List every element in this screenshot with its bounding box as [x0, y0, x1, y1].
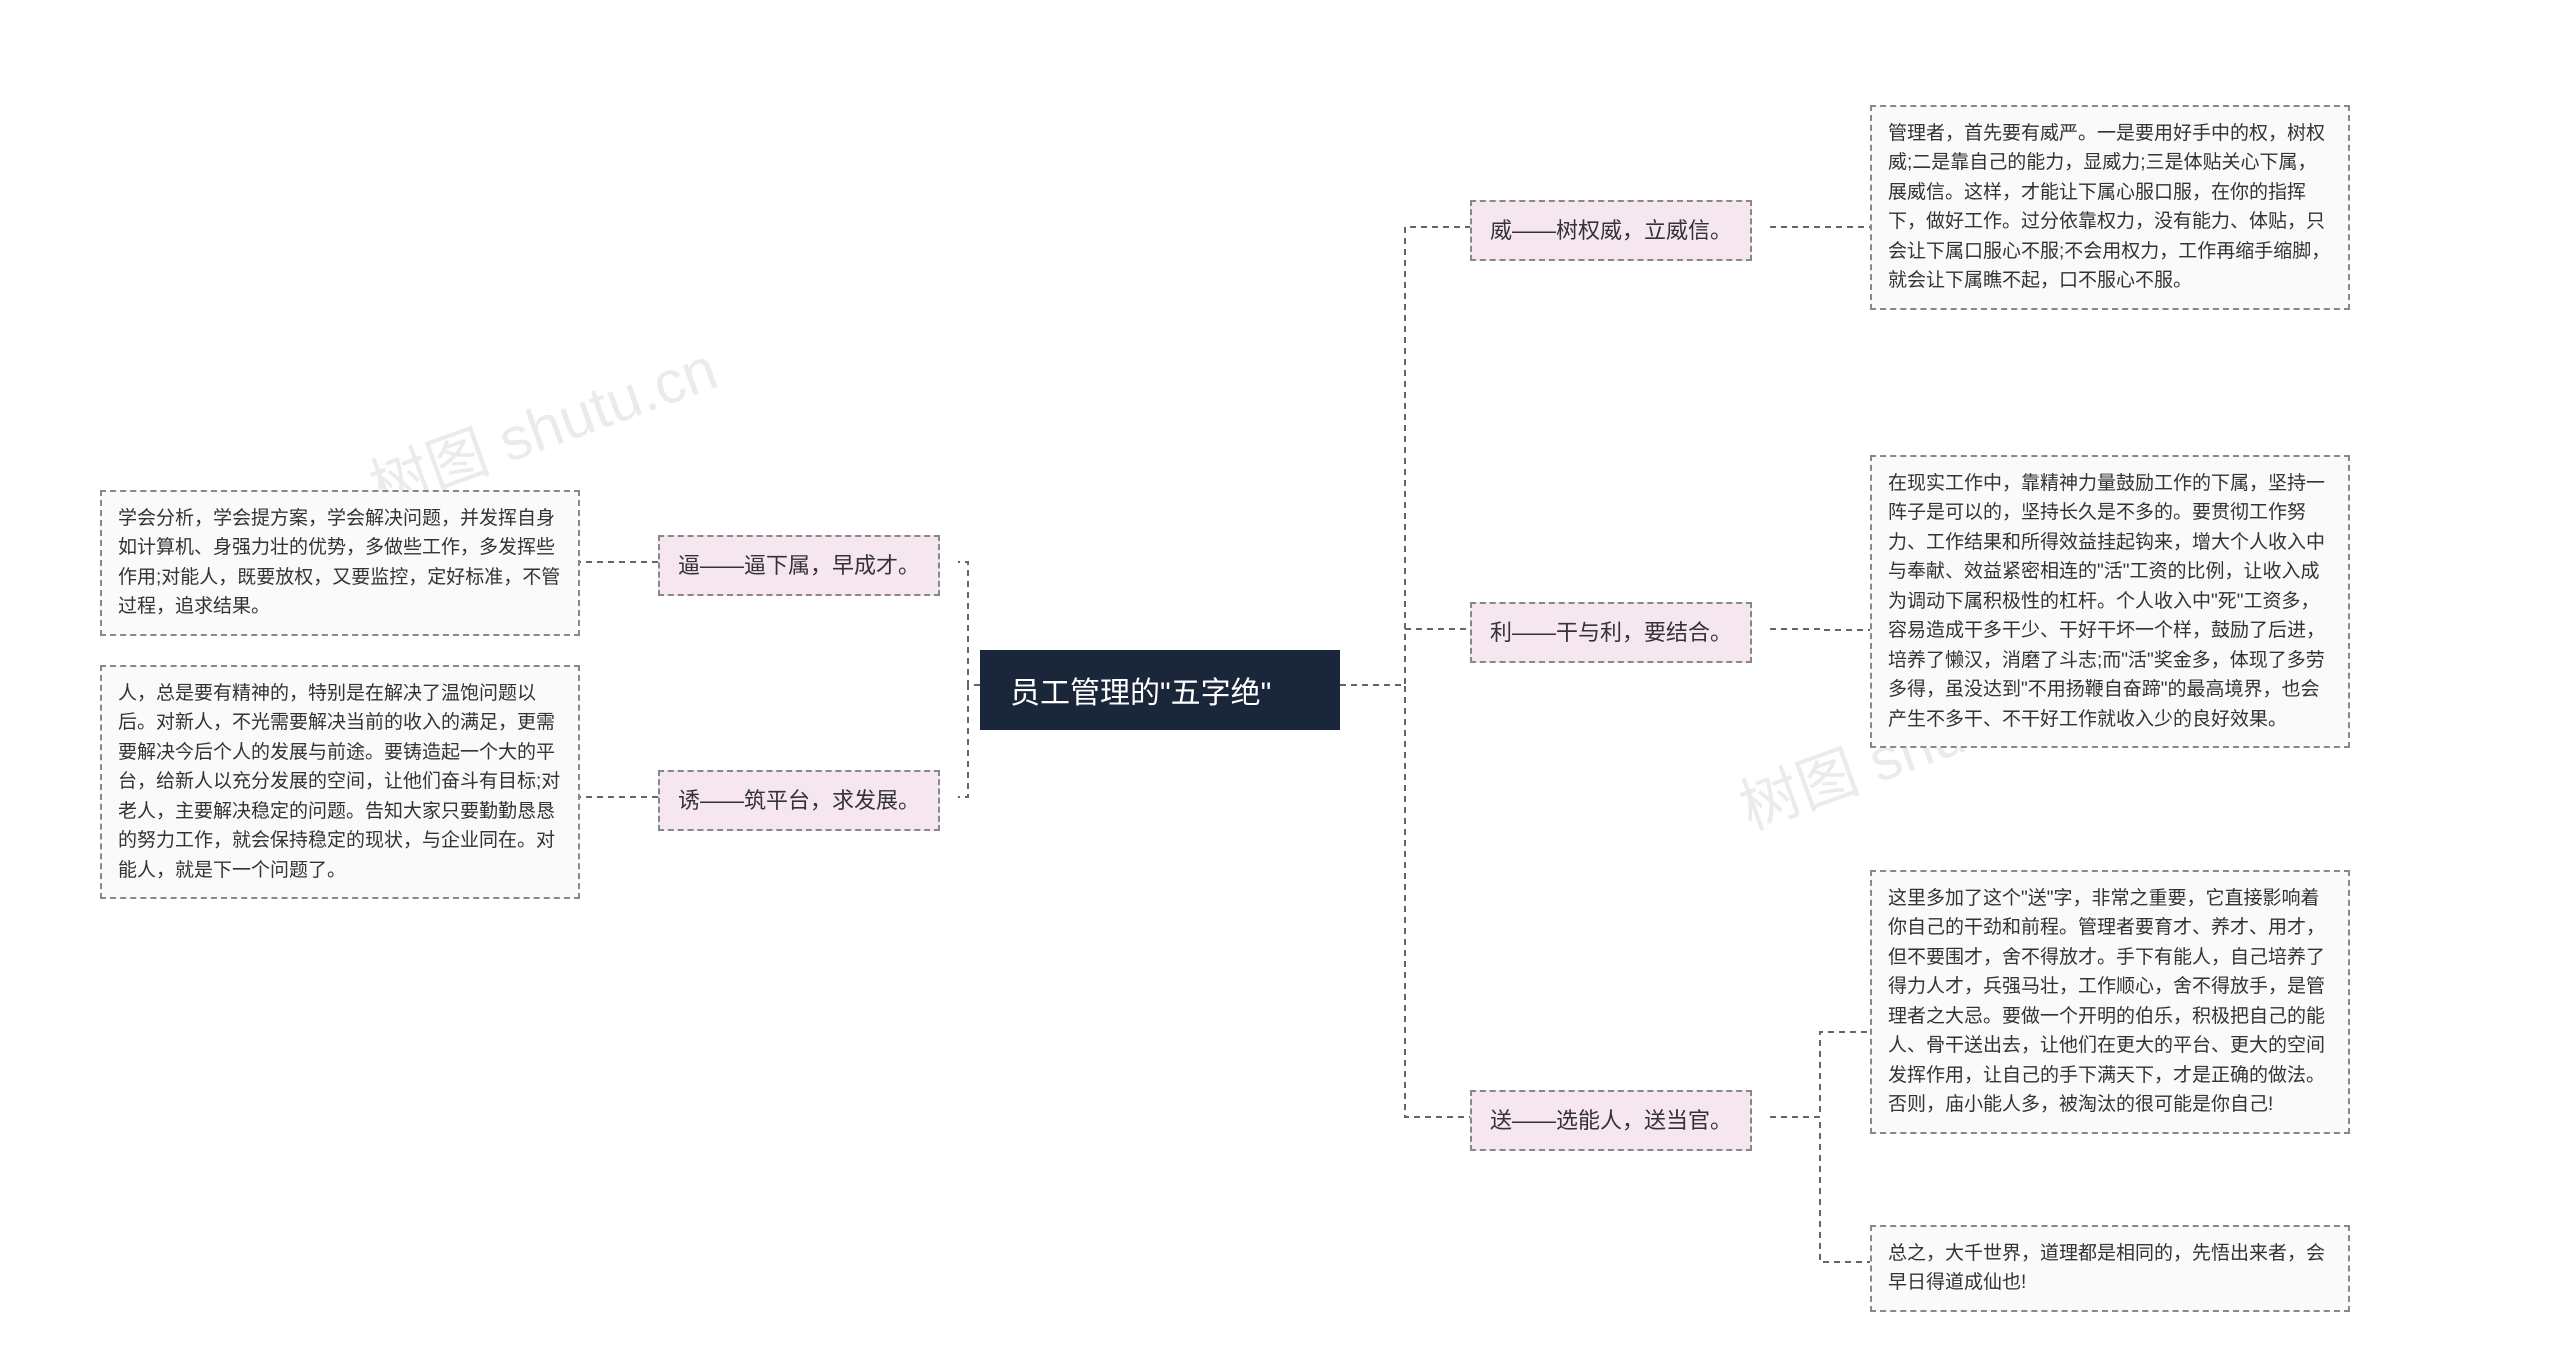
branch-bi: 逼——逼下属，早成才。: [658, 535, 940, 596]
detail-bi: 学会分析，学会提方案，学会解决问题，并发挥自身如计算机、身强力壮的优势，多做些工…: [100, 490, 580, 636]
detail-song-1: 这里多加了这个"送"字，非常之重要，它直接影响着你自己的干劲和前程。管理者要育才…: [1870, 870, 2350, 1134]
detail-song-2: 总之，大千世界，道理都是相同的，先悟出来者，会早日得道成仙也!: [1870, 1225, 2350, 1312]
mindmap-canvas: 树图 shutu.cn 树图 shutu.cn 员工管理的"五字绝" 逼——逼下…: [0, 0, 2560, 1357]
branch-you: 诱——筑平台，求发展。: [658, 770, 940, 831]
detail-wei: 管理者，首先要有威严。一是要用好手中的权，树权威;二是靠自己的能力，显威力;三是…: [1870, 105, 2350, 310]
center-node: 员工管理的"五字绝": [980, 650, 1340, 730]
branch-wei: 威——树权威，立威信。: [1470, 200, 1752, 261]
branch-li: 利——干与利，要结合。: [1470, 602, 1752, 663]
detail-you: 人，总是要有精神的，特别是在解决了温饱问题以后。对新人，不光需要解决当前的收入的…: [100, 665, 580, 899]
branch-song: 送——选能人，送当官。: [1470, 1090, 1752, 1151]
detail-li: 在现实工作中，靠精神力量鼓励工作的下属，坚持一阵子是可以的，坚持长久是不多的。要…: [1870, 455, 2350, 748]
